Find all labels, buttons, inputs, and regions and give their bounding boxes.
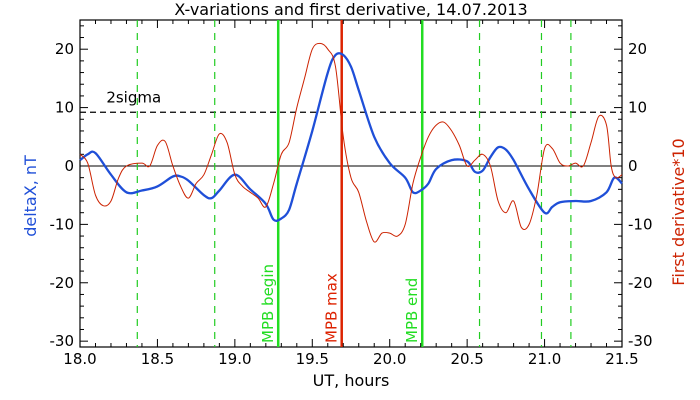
x-tick-label: 19.5 <box>296 350 329 368</box>
deltax-series-line <box>79 52 623 222</box>
y-axis-left-label: deltaX, nT <box>21 155 40 237</box>
sigma-label: 2sigma <box>106 88 161 106</box>
y-axis-right-label: First derivative*10 <box>669 138 688 285</box>
y-left-tick-label: 0 <box>64 157 74 175</box>
mpb-end-label: MPB end <box>403 278 421 343</box>
y-right-tick-label: 10 <box>628 99 647 117</box>
x-tick-label: 20.5 <box>450 350 483 368</box>
y-right-tick-label: 20 <box>628 40 647 58</box>
y-left-tick-label: 20 <box>55 40 74 58</box>
x-tick-label: 18.0 <box>63 350 96 368</box>
y-right-tick-label: 0 <box>628 157 638 175</box>
y-right-tick-label: -10 <box>628 215 653 233</box>
x-tick-label: 18.5 <box>141 350 174 368</box>
x-tick-label: 19.0 <box>218 350 251 368</box>
y-right-tick-label: -20 <box>628 274 653 292</box>
y-left-tick-label: -20 <box>50 274 75 292</box>
x-tick-label: 21.5 <box>605 350 638 368</box>
y-left-tick-label: 10 <box>55 99 74 117</box>
x-tick-label: 21.0 <box>528 350 561 368</box>
mpb-begin-label: MPB begin <box>259 264 277 343</box>
mpb-max-label: MPB max <box>323 273 341 343</box>
x-tick-label: 20.0 <box>373 350 406 368</box>
derivative-series-line <box>79 42 623 243</box>
y-left-tick-label: -10 <box>50 215 75 233</box>
x-axis-label: UT, hours <box>313 371 390 390</box>
y-right-tick-label: -30 <box>628 332 653 350</box>
chart-title: X-variations and first derivative, 14.07… <box>174 0 527 19</box>
y-left-tick-label: -30 <box>50 332 75 350</box>
